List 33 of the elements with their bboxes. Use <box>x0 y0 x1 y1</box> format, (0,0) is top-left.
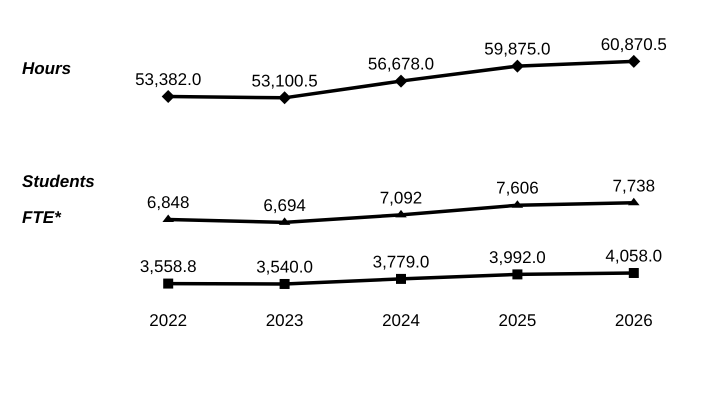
point <box>628 268 639 278</box>
data-label: 59,875.0 <box>484 40 550 59</box>
y-axis-title: Students <box>22 172 95 191</box>
point <box>394 74 408 88</box>
point <box>396 274 406 284</box>
data-label: 56,678.0 <box>368 54 434 74</box>
point <box>627 54 640 68</box>
y-axis-title: Hours <box>22 59 72 78</box>
point <box>510 60 524 73</box>
data-label: 7,738 <box>612 176 656 196</box>
data-label: 6,848 <box>146 192 190 212</box>
data-label: 6,694 <box>263 196 306 215</box>
data-label: 7,092 <box>380 188 422 208</box>
data-label: 60,870.5 <box>600 34 667 54</box>
y-axis-title: FTE* <box>22 208 62 227</box>
x-tick-label: 2022 <box>149 310 188 330</box>
data-label: 7,606 <box>496 178 539 198</box>
point <box>512 269 522 280</box>
point <box>163 278 174 289</box>
data-label: 4,058.0 <box>605 246 662 266</box>
data-label: 53,382.0 <box>135 70 202 89</box>
data-label: 3,558.8 <box>140 257 197 276</box>
x-tick-label: 2024 <box>382 310 420 330</box>
point <box>162 90 175 103</box>
x-tick-label: 2025 <box>498 310 536 330</box>
data-label: 53,100.5 <box>252 71 318 90</box>
x-tick-label: 2026 <box>614 310 653 330</box>
point <box>280 278 290 289</box>
data-label: 3,779.0 <box>372 252 430 272</box>
x-tick-label: 2023 <box>266 310 304 330</box>
data-label: 3,992.0 <box>489 248 546 267</box>
data-label: 3,540.0 <box>256 257 313 276</box>
point <box>278 91 292 104</box>
